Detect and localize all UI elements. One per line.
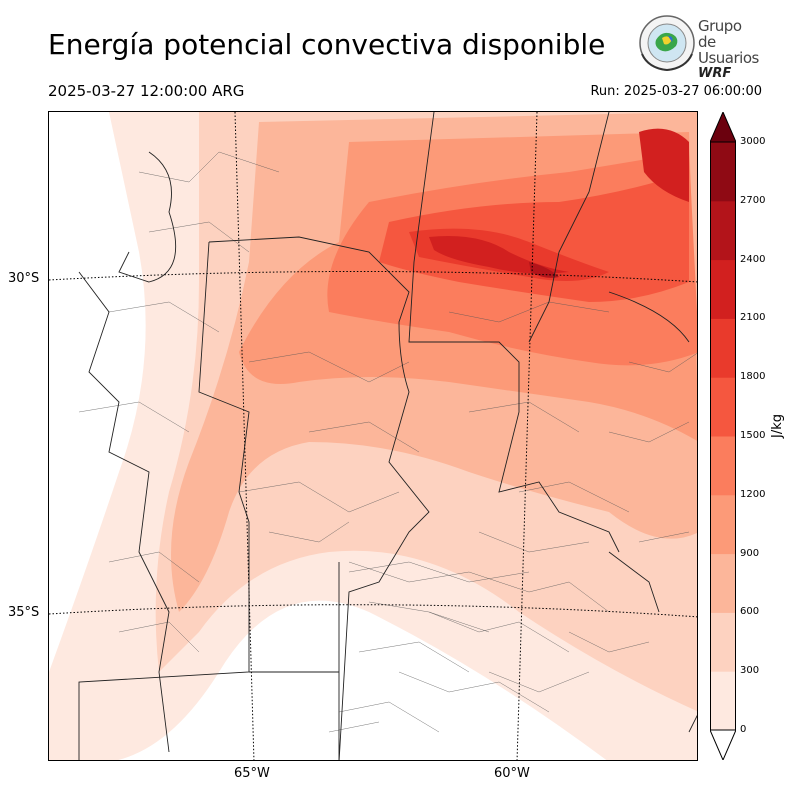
- colorbar-tick-label: 2400: [740, 253, 766, 265]
- colorbar-segment: [710, 553, 736, 613]
- colorbar-extend-min: [710, 729, 736, 760]
- graticule: [49, 112, 697, 760]
- parallel-35s: [49, 604, 697, 618]
- valid-time: 2025-03-27 12:00:00 ARG: [48, 82, 245, 100]
- province-boundaries: [78, 112, 697, 760]
- cape-level-2400: [529, 262, 559, 278]
- logo-line3: WRF: [698, 66, 732, 81]
- colorbar-segment: [710, 436, 736, 496]
- colorbar-tick-label: 1200: [740, 488, 766, 500]
- colorbar-segment: [710, 200, 736, 261]
- cape-level-1500: [379, 172, 689, 302]
- colorbar-tick-label: 1500: [740, 430, 766, 441]
- globe-icon: [639, 15, 695, 72]
- colorbar-tick-label: 600: [740, 606, 760, 618]
- colorbar-tick-label: 1800: [740, 371, 766, 383]
- run-time: Run: 2025-03-27 06:00:00: [590, 84, 762, 99]
- colorbar-tick-label: 900: [740, 547, 760, 559]
- colorbar-unit: J/kg: [770, 414, 785, 438]
- cape-map: [48, 111, 698, 761]
- colorbar: [710, 112, 736, 760]
- lon-label-65w: 65°W: [234, 766, 270, 781]
- colorbar-extend-max: [710, 112, 736, 143]
- colorbar-tick-label: 2700: [740, 194, 766, 206]
- colorbar-segment: [710, 612, 736, 672]
- colorbar-outline: [710, 141, 736, 731]
- colorbar-segment: [710, 259, 736, 319]
- lat-label-35s: 35°S: [8, 605, 40, 620]
- colorbar-segment: [710, 671, 736, 731]
- cape-shading: [49, 112, 697, 760]
- colorbar-segment: [710, 494, 736, 555]
- colorbar-tick-label: 3000: [740, 136, 766, 147]
- map-title: Energía potencial convectiva disponible: [48, 28, 606, 61]
- colorbar-segment: [710, 318, 736, 378]
- cape-level-2100b: [639, 128, 689, 202]
- wrf-logo: Grupo de Usuarios WRF: [638, 14, 762, 81]
- colorbar-tick-label: 300: [740, 665, 760, 677]
- colorbar-tick-label: 2100: [740, 312, 766, 324]
- logo-line2: Usuarios: [698, 49, 759, 67]
- department-boundaries: [78, 151, 697, 733]
- lat-label-30s: 30°S: [8, 271, 40, 286]
- colorbar-segment: [710, 142, 736, 202]
- map-canvas: [49, 112, 697, 760]
- logo-line1: Grupo de: [698, 17, 742, 51]
- lon-label-60w: 60°W: [494, 766, 530, 781]
- colorbar-segment: [710, 377, 736, 437]
- colorbar-tick-label: 0: [740, 724, 747, 735]
- parallel-30s: [49, 270, 697, 283]
